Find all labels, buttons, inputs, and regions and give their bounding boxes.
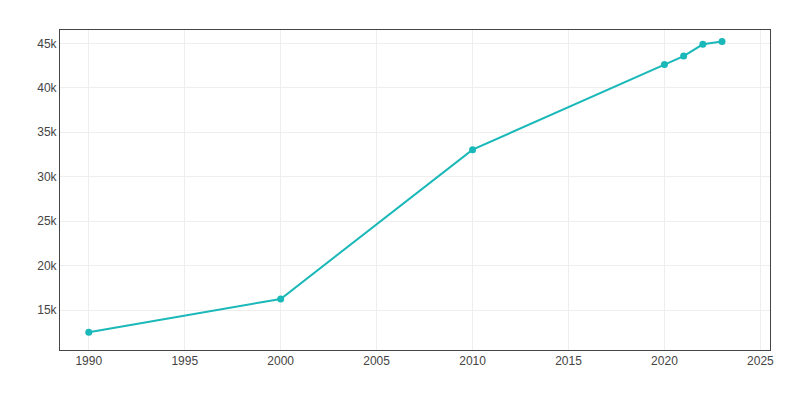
svg-text:35k: 35k: [37, 125, 57, 139]
svg-text:2025: 2025: [747, 354, 774, 368]
svg-text:2015: 2015: [555, 354, 582, 368]
svg-text:1995: 1995: [171, 354, 198, 368]
svg-text:20k: 20k: [37, 259, 57, 273]
svg-text:2020: 2020: [651, 354, 678, 368]
svg-text:2010: 2010: [459, 354, 486, 368]
svg-text:25k: 25k: [37, 214, 57, 228]
svg-text:2000: 2000: [267, 354, 294, 368]
svg-text:2005: 2005: [363, 354, 390, 368]
svg-text:15k: 15k: [37, 303, 57, 317]
svg-text:40k: 40k: [37, 81, 57, 95]
svg-text:1990: 1990: [75, 354, 102, 368]
svg-text:30k: 30k: [37, 170, 57, 184]
svg-text:45k: 45k: [37, 37, 57, 51]
